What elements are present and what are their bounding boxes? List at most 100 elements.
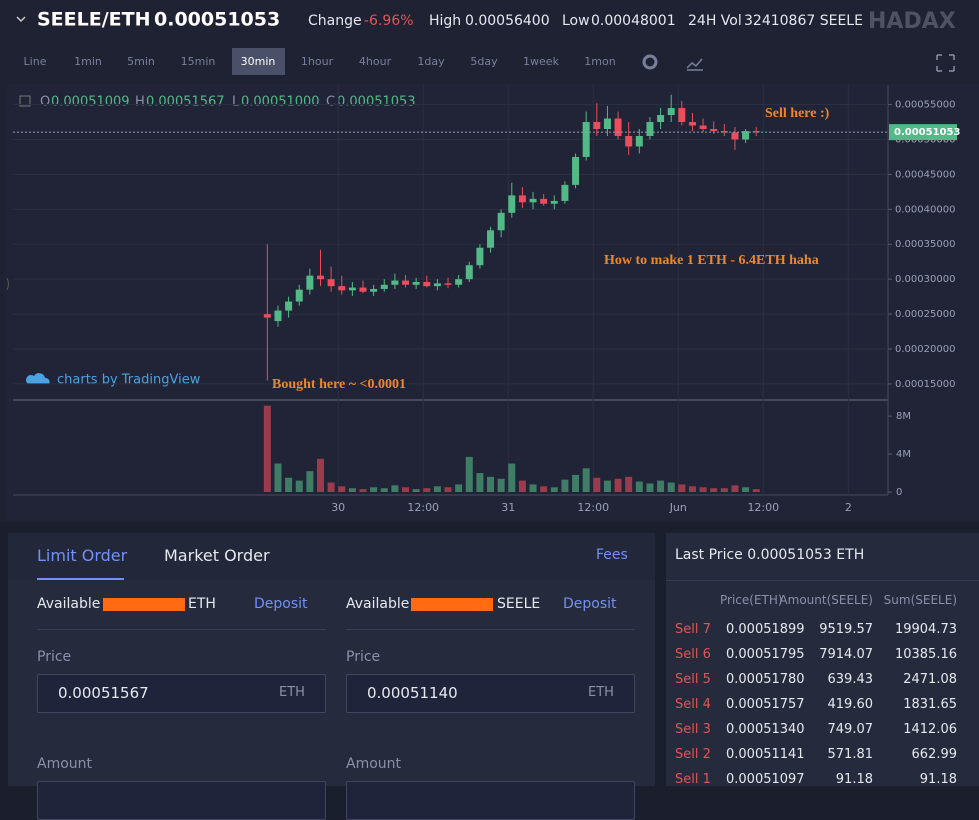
candle-body — [444, 283, 452, 285]
candle-body — [316, 275, 324, 280]
candle-body — [433, 283, 441, 287]
y-tick-label: 0.00025000 — [895, 309, 955, 320]
candle-body — [508, 195, 516, 213]
interval[interactable]: 15min — [181, 55, 216, 68]
deposit[interactable]: Deposit — [563, 596, 617, 612]
order-form — [8, 533, 655, 786]
amount-label: Amount — [37, 756, 93, 772]
interval[interactable]: 1week — [523, 55, 560, 68]
collapse-icon[interactable] — [16, 16, 26, 23]
amount: 749.07 — [827, 722, 874, 737]
last-price: Last Price 0.00051053 ETH — [675, 547, 864, 563]
price-value: 0.00051140 — [367, 684, 458, 702]
volume-bar — [370, 487, 378, 492]
legend-toggle[interactable] — [19, 95, 31, 107]
deposit[interactable]: Deposit — [254, 596, 308, 612]
volume-bar — [295, 480, 303, 492]
candle-body — [380, 284, 388, 289]
interval[interactable]: 1mon — [584, 55, 615, 68]
y-tick-label: 0.00040000 — [895, 204, 955, 215]
candle-body — [720, 131, 728, 133]
interval[interactable]: 1day — [417, 55, 445, 68]
candle-body — [625, 135, 633, 147]
settings-icon[interactable] — [642, 54, 658, 70]
sum: 91.18 — [919, 772, 957, 787]
sum: 1412.06 — [903, 722, 957, 737]
volume-bar — [348, 488, 356, 492]
volume-bar — [327, 482, 335, 492]
volume-bar — [497, 478, 505, 492]
volume-bar — [667, 482, 675, 492]
low-label: Low — [562, 13, 590, 29]
volume-bar — [635, 481, 643, 492]
volume-bar — [380, 488, 388, 492]
interval[interactable]: 1hour — [301, 55, 334, 68]
tv-logo — [26, 373, 50, 384]
volume-bar — [316, 458, 324, 492]
price-input[interactable] — [37, 674, 326, 713]
interval[interactable]: 1min — [74, 55, 102, 68]
indicator-icon[interactable] — [686, 58, 703, 71]
candle-body — [635, 135, 643, 147]
sum: 2471.08 — [903, 672, 957, 687]
tab-market[interactable]: Market Order — [164, 546, 270, 565]
candle-body — [572, 156, 580, 185]
vol: 32410867 SEELE — [744, 13, 863, 29]
interval[interactable]: 5day — [470, 55, 498, 68]
volume-bar — [476, 473, 484, 492]
price: 0.00051053 — [154, 9, 280, 31]
amount-input[interactable] — [37, 781, 326, 820]
fullscreen-icon[interactable] — [936, 54, 955, 72]
candle-body — [561, 184, 569, 201]
last-value: 0.00051053 — [747, 547, 832, 563]
page: SEELE/ETH 0.00051053 Change -6.96% High … — [6, 8, 979, 820]
sum: 10385.16 — [894, 647, 957, 662]
x-tick-label: 31 — [501, 501, 515, 514]
unit: ETH — [188, 596, 216, 612]
volume-bar — [465, 456, 473, 492]
fees[interactable]: Fees — [596, 547, 628, 563]
active-tab — [232, 48, 285, 75]
price-input[interactable] — [346, 674, 635, 713]
candle-body — [603, 118, 611, 130]
volume-bar — [614, 478, 622, 492]
chart-bg — [7, 84, 979, 520]
volume-bar — [710, 488, 718, 492]
x-tick-label: 30 — [331, 501, 345, 514]
amount: 419.60 — [827, 697, 874, 712]
amount-input[interactable] — [346, 781, 635, 820]
price-unit: ETH — [279, 685, 305, 700]
interval[interactable]: 4hour — [359, 55, 392, 68]
volume-bar — [572, 474, 580, 492]
volume-bar — [742, 487, 750, 492]
annotation: Sell here :) — [765, 106, 830, 121]
candle-body — [423, 281, 431, 287]
amount: 91.18 — [835, 772, 873, 787]
interval[interactable]: Line — [24, 55, 47, 68]
volume-bar — [550, 487, 558, 492]
sum: 1831.65 — [903, 697, 957, 712]
volume-bar — [338, 486, 346, 492]
candle-body — [348, 287, 356, 291]
ohlc-legend: H — [135, 95, 145, 110]
volume-bar — [657, 480, 665, 492]
amount: 639.43 — [827, 672, 874, 687]
volume-bar — [529, 484, 537, 492]
volume-bar — [402, 487, 410, 492]
separator — [666, 580, 979, 581]
volume-bar — [274, 463, 282, 492]
redaction — [411, 598, 493, 611]
column-header: Amount(SEELE) — [779, 593, 873, 607]
price-unit: ETH — [588, 685, 614, 700]
interval[interactable]: 5min — [127, 55, 155, 68]
candle-body — [402, 280, 410, 285]
interval[interactable]: 30min — [241, 55, 276, 68]
attribution: charts by TradingView — [57, 373, 201, 388]
separator — [37, 629, 326, 630]
price: 0.00051097 — [726, 772, 805, 787]
last-unit: ETH — [836, 547, 865, 563]
column-header: Sum(SEELE) — [883, 593, 957, 607]
tab-limit[interactable]: Limit Order — [37, 546, 128, 565]
volume-bar — [359, 489, 367, 492]
candle-body — [582, 122, 590, 157]
